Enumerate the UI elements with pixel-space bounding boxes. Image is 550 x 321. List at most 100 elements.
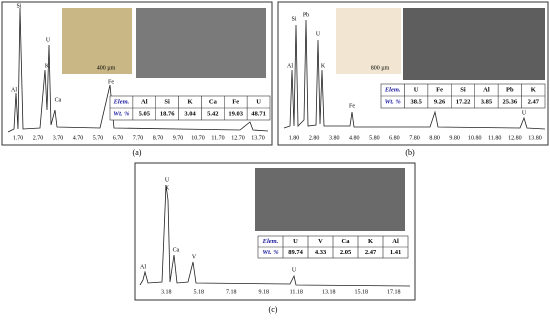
x-tick-label: 17.18 [387,289,401,295]
table-cell: 3.85 [481,98,493,105]
peak-label: U [522,110,527,116]
spectrum [7,7,269,133]
x-tick-label: 2.70 [33,135,44,141]
peak-label: K [321,63,326,69]
peak-label: Al [140,264,146,270]
peak-label: Fe [349,103,355,109]
table-cell: Ca [342,238,351,245]
x-tick-label: 5.18 [194,289,205,295]
x-tick-label: 4.70 [73,135,84,141]
table-cell: U [414,86,419,93]
x-tick-label: 1.80 [289,135,300,141]
peak-label: K [165,185,170,191]
table-cell: 48.71 [251,110,266,117]
table-cell: V [318,238,323,245]
panel-frame [1,1,273,146]
x-tick-label: 13.80 [528,135,542,141]
peak-label: U [292,267,297,273]
x-tick-label: 3.70 [53,135,64,141]
x-tick-label: 11.80 [488,135,501,141]
x-tick-label: 7.70 [133,135,144,141]
x-tick-label: 5.70 [93,135,104,141]
x-tick-label: 9.70 [173,135,184,141]
x-tick-label: 10.80 [468,135,482,141]
x-tick-label: 2.80 [309,135,320,141]
table-cell: Wt. % [113,110,130,117]
table-cell: Elem. [113,98,130,105]
table-cell: 2.47 [365,249,377,256]
table-cell: Al [392,238,399,245]
peak-label: Fe [108,79,114,85]
peak-label: Ca [55,97,62,103]
table-cell: U [293,238,298,245]
x-tick-label: 3.80 [329,135,340,141]
table-cell: Ca [209,98,218,105]
photo [336,8,401,74]
sem-image [136,8,266,78]
table-cell: Elem. [384,86,401,93]
x-tick-label: 13.18 [322,289,336,295]
table-cell: 4.33 [315,249,327,256]
sem-image [403,8,545,80]
scale-bar-label: 400 µm [97,65,116,71]
table-cell: Pb [506,86,514,93]
table-cell: Al [483,86,490,93]
table-cell: 9.26 [434,98,446,105]
table-cell: K [368,238,373,245]
panel-label: (b) [405,148,415,157]
x-tick-label: 8.80 [429,135,440,141]
peak-label: Pb [303,12,309,18]
table-cell: 1.41 [390,249,401,256]
peak-label: Al [287,63,293,69]
peak-label: V [192,254,197,260]
spectrum [139,184,411,287]
table-cell: Elem. [262,238,279,245]
table-cell: K [531,86,536,93]
x-tick-label: 9.18 [259,289,270,295]
x-tick-label: 8.70 [153,135,164,141]
peak-label: K [45,63,50,69]
peak-label: Al [11,87,17,93]
peak-label: U [316,31,321,37]
peak-label: U [46,37,51,43]
table-cell: Al [141,98,148,105]
table-cell: 19.03 [228,110,243,117]
scale-bar-label: 800 µm [371,65,390,71]
table-cell: 5.42 [207,110,218,117]
x-tick-label: 7.18 [226,289,237,295]
table-cell: 2.47 [528,98,540,105]
x-tick-label: 7.80 [409,135,420,141]
table-cell: Wt. % [385,98,402,105]
table-cell: Wt. % [262,249,279,256]
peak-label: U [165,177,170,183]
peak-label: Ca [173,247,180,253]
x-tick-label: 11.70 [211,135,224,141]
table-cell: 5.05 [139,110,151,117]
table-cell: 38.5 [410,98,422,105]
table-cell: U [256,98,261,105]
panel-label: (a) [133,148,142,157]
x-tick-label: 6.70 [113,135,124,141]
x-tick-label: 10.70 [191,135,205,141]
panel-frame [134,162,416,301]
x-tick-label: 13.70 [251,135,265,141]
x-tick-label: 1.70 [13,135,24,141]
x-tick-label: 11.18 [290,289,303,295]
peak-label: Si [291,16,296,22]
x-tick-label: 4.80 [349,135,360,141]
table-cell: Si [460,86,466,93]
table-cell: Fe [436,86,443,93]
x-tick-label: 12.80 [508,135,522,141]
spectrum [283,19,546,130]
table-cell: K [187,98,192,105]
sem-image [255,168,405,231]
panel-label: (c) [269,305,278,314]
panel-frame [277,1,549,146]
table-cell: Si [164,98,170,105]
x-tick-label: 6.80 [389,135,400,141]
x-tick-label: 9.80 [449,135,460,141]
table-cell: 89.74 [288,249,303,256]
photo [62,8,132,74]
